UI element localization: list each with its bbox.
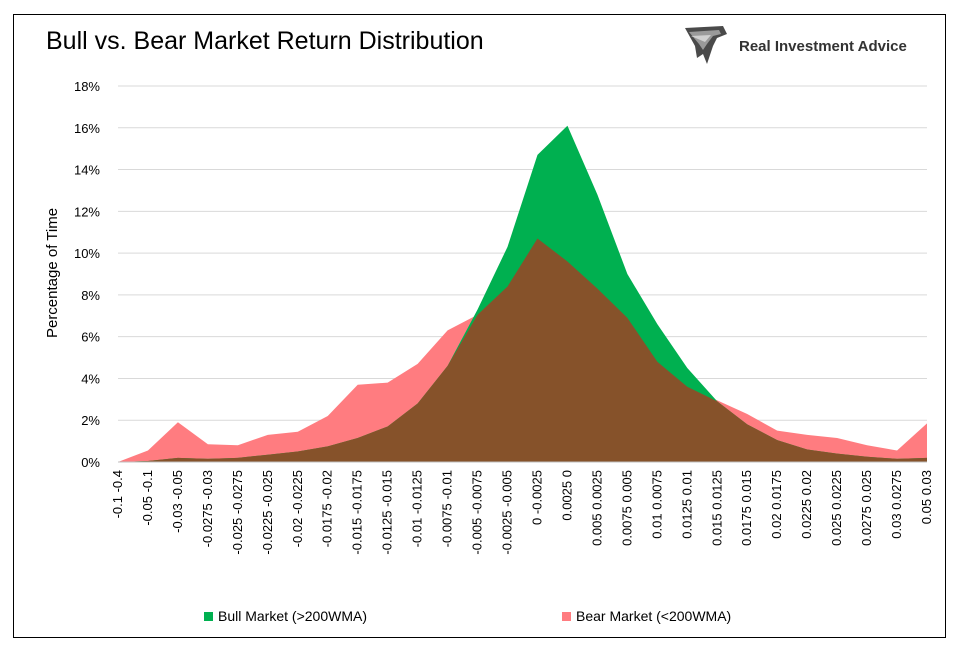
y-tick-label: 8%	[81, 288, 100, 303]
legend: Bull Market (>200WMA) Bear Market (<200W…	[0, 608, 962, 628]
x-tick-label: -0.025 -0.0275	[230, 470, 245, 555]
x-tick-label: 0.0275 0.025	[859, 470, 874, 546]
x-tick-label: -0.0225 -0.025	[260, 470, 275, 555]
x-tick-label: 0.03 0.0275	[889, 470, 904, 539]
x-tick-label: 0.025 0.0225	[829, 470, 844, 546]
x-tick-label: 0.01 0.0075	[649, 470, 664, 539]
y-tick-label: 0%	[81, 455, 100, 470]
x-tick-label: 0.0225 0.02	[799, 470, 814, 539]
chart-frame	[13, 14, 946, 638]
areas	[118, 125, 927, 463]
x-tick-label: 0.015 0.0125	[709, 470, 724, 546]
x-tick-label: -0.0075 -0.01	[440, 470, 455, 547]
x-tick-label: 0.0025 0	[559, 470, 574, 521]
y-tick-label: 4%	[81, 371, 100, 386]
x-tick-label: -0.0275 -0.03	[200, 470, 215, 547]
x-tick-label: -0.02 -0.0225	[290, 470, 305, 547]
y-tick-label: 12%	[74, 204, 100, 219]
legend-label-bull: Bull Market (>200WMA)	[218, 608, 367, 624]
y-tick-label: 16%	[74, 121, 100, 136]
x-tick-label: -0.0025 -0.005	[500, 470, 515, 555]
x-tick-label: 0.0125 0.01	[679, 470, 694, 539]
x-tick-label: -0.0175 -0.02	[320, 470, 335, 547]
x-tick-label: 0.02 0.0175	[769, 470, 784, 539]
eagle-logo-icon	[685, 26, 727, 64]
legend-item-bear: Bear Market (<200WMA)	[562, 608, 731, 624]
y-tick-label: 10%	[74, 246, 100, 261]
brand-name: Real Investment Advice	[739, 37, 907, 55]
x-axis-ticks: -0.1 -0.4 -0.05 -0.1 -0.03 -0.05 -0.0275 -0…	[110, 470, 934, 555]
x-tick-label: -0.1 -0.4	[110, 470, 125, 518]
x-tick-label: -0.005 -0.0075	[470, 470, 485, 555]
y-tick-label: 6%	[81, 330, 100, 345]
x-tick-label: 0 -0.0025	[529, 470, 544, 525]
x-tick-label: 0.05 0.03	[919, 470, 934, 524]
x-tick-label: -0.0125 -0.015	[380, 470, 395, 555]
x-tick-label: 0.0075 0.005	[619, 470, 634, 546]
x-tick-label: 0.0175 0.015	[739, 470, 754, 546]
x-tick-label: -0.01 -0.0125	[410, 470, 425, 547]
y-tick-label: 18%	[74, 79, 100, 94]
x-tick-label: -0.015 -0.0175	[350, 470, 365, 555]
y-axis-ticks: 0% 2% 4% 6% 8% 10% 12% 14% 16% 18%	[74, 79, 100, 470]
x-tick-label: -0.05 -0.1	[140, 470, 155, 526]
y-tick-label: 2%	[81, 413, 100, 428]
legend-swatch-bear	[562, 611, 571, 621]
legend-swatch-bull	[204, 611, 213, 621]
brand-logo: Real Investment Advice	[683, 24, 907, 68]
x-tick-label: 0.005 0.0025	[589, 470, 604, 546]
overlap-area	[118, 238, 927, 462]
legend-label-bear: Bear Market (<200WMA)	[576, 608, 732, 624]
y-axis-label: Percentage of Time	[44, 208, 61, 338]
x-tick-label: -0.03 -0.05	[170, 470, 185, 533]
area-chart: 0% 2% 4% 6% 8% 10% 12% 14% 16% 18% -0.1 -0.4 -0.05…	[44, 79, 934, 555]
y-tick-label: 14%	[74, 163, 100, 178]
chart-title: Bull vs. Bear Market Return Distribution	[46, 27, 484, 55]
legend-item-bull: Bull Market (>200WMA)	[204, 608, 367, 624]
